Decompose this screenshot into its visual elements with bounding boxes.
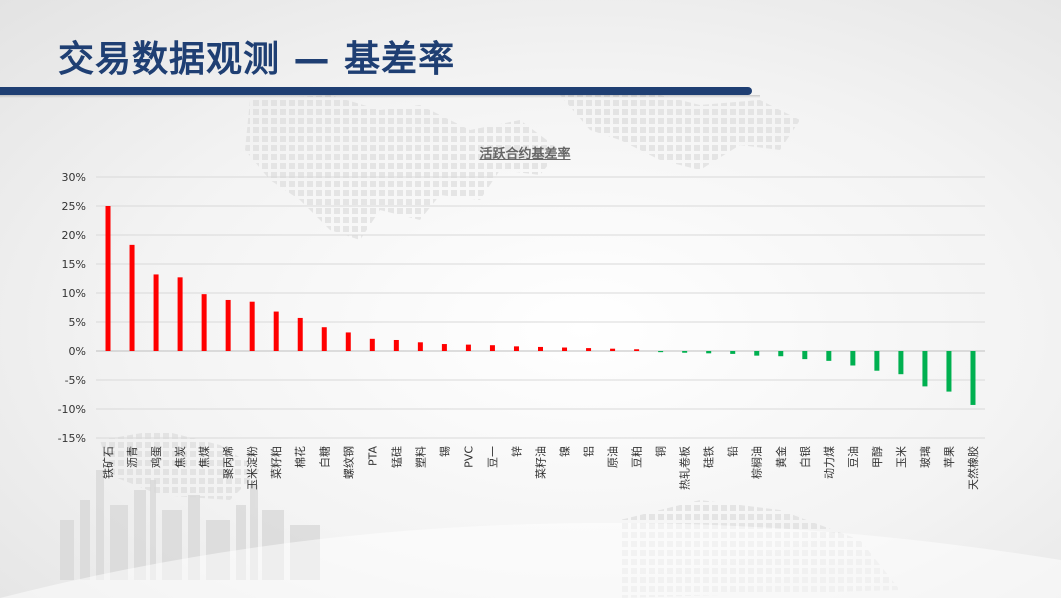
bar (177, 277, 183, 351)
x-category-label: 菜籽油 (534, 446, 548, 479)
bar (562, 347, 568, 351)
title-bar-shadow (0, 95, 760, 98)
bar (850, 351, 856, 366)
page-title: 交易数据观测 — 基差率 (58, 39, 456, 80)
x-category-label: 豆粕 (630, 446, 644, 468)
chart-title: 活跃合约基差率 (479, 147, 571, 162)
y-tick-label: 15% (62, 258, 86, 271)
x-category-label: 玉米 (895, 446, 908, 468)
y-tick-label: 10% (62, 287, 86, 300)
bar (826, 351, 832, 361)
bar (417, 342, 423, 351)
bar (586, 348, 592, 351)
bar (129, 244, 135, 351)
bar (345, 332, 351, 351)
bar (682, 351, 688, 353)
x-category-label: 苹果 (942, 446, 956, 468)
x-category-label: 黄金 (774, 446, 788, 468)
bar (321, 327, 327, 351)
bar (465, 344, 471, 351)
x-category-label: 白糖 (317, 446, 331, 468)
x-category-label: 铝 (582, 446, 596, 457)
bar (754, 351, 760, 356)
bar (658, 351, 664, 353)
x-category-label: 锌 (509, 446, 523, 457)
bar (970, 351, 976, 405)
bar (297, 317, 303, 351)
y-tick-label: 25% (62, 200, 86, 213)
bar (393, 339, 399, 351)
bar (538, 346, 543, 351)
x-category-label: 焦炭 (174, 446, 187, 468)
x-category-label: 镍 (558, 446, 572, 457)
bar (922, 351, 928, 387)
x-category-label: 动力煤 (823, 446, 836, 479)
x-category-label: 玉米淀粉 (245, 446, 259, 490)
x-category-label: 螺纹钢 (341, 446, 355, 479)
x-category-label: PVC (462, 446, 475, 468)
x-category-label: 天然橡胶 (966, 446, 980, 490)
x-category-label: 棕榈油 (750, 446, 764, 479)
x-category-label: 原油 (606, 446, 620, 468)
bar (489, 345, 495, 351)
x-category-label: 豆一 (486, 446, 499, 468)
bar (802, 351, 808, 360)
bar (153, 274, 159, 351)
bar (513, 346, 519, 351)
bar (105, 206, 111, 351)
y-tick-label: -5% (65, 374, 86, 387)
bar (369, 338, 375, 351)
x-category-label: 菜籽粕 (269, 446, 283, 479)
x-category-label: 棉花 (293, 446, 307, 468)
x-category-label: 聚丙烯 (222, 446, 235, 479)
x-category-label: 热轧卷板 (678, 446, 692, 490)
y-tick-label: -10% (58, 403, 86, 416)
x-category-label: 硅铁 (703, 446, 716, 468)
x-category-label: 铁矿石 (102, 446, 115, 479)
bar (946, 351, 952, 392)
bar (610, 348, 616, 351)
x-category-label: 鸡蛋 (149, 446, 163, 468)
x-category-label: 玻璃 (918, 446, 932, 468)
bar (778, 351, 784, 357)
x-category-label: 塑料 (413, 446, 427, 468)
title-underline-bar (0, 87, 752, 95)
x-category-label: 铜 (654, 446, 668, 457)
bar (634, 349, 640, 351)
bar (201, 294, 207, 351)
x-category-label: PTA (366, 446, 379, 466)
bar (874, 351, 880, 371)
bar (273, 311, 279, 351)
x-category-label: 铅 (726, 446, 740, 457)
x-category-label: 焦煤 (198, 446, 211, 468)
y-tick-label: 30% (62, 171, 86, 184)
x-category-label: 甲醇 (870, 446, 884, 468)
bar (730, 351, 736, 354)
x-category-label: 沥青 (126, 446, 139, 468)
bar (441, 344, 447, 351)
x-category-label: 锡 (437, 446, 451, 457)
bar (249, 301, 255, 351)
x-category-label: 白银 (798, 446, 812, 468)
y-tick-label: 5% (69, 316, 86, 329)
y-tick-label: 0% (69, 345, 86, 358)
bar (898, 351, 904, 375)
bar (706, 351, 712, 354)
bar (225, 299, 231, 351)
y-tick-label: -15% (58, 432, 86, 445)
x-category-label: 锰硅 (389, 446, 403, 468)
y-tick-label: 20% (62, 229, 86, 242)
x-category-label: 豆油 (846, 446, 860, 468)
